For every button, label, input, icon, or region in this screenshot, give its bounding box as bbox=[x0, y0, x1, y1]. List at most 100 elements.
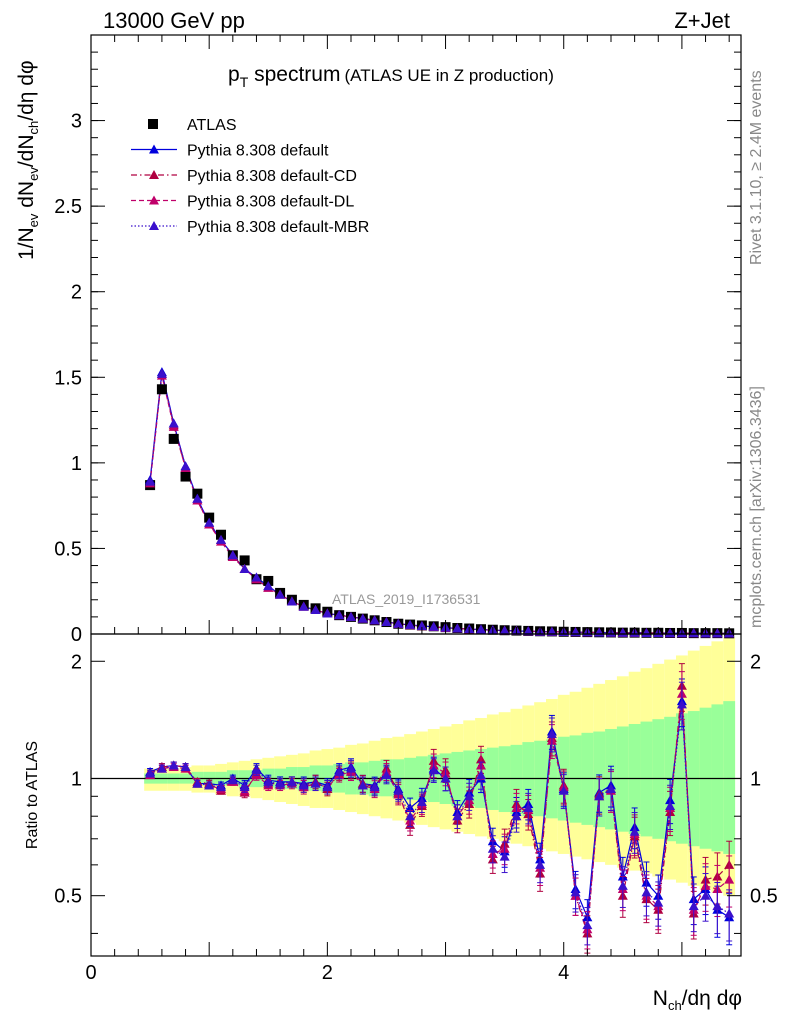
marker-dotted bbox=[641, 627, 652, 637]
marker-dotted bbox=[310, 605, 321, 615]
ratio-marker-dotted bbox=[334, 766, 345, 776]
marker-dotted bbox=[369, 615, 380, 625]
ratio-marker-dotted bbox=[145, 768, 156, 778]
marker-dotted bbox=[168, 418, 179, 428]
y-tick-label: 2 bbox=[71, 282, 82, 304]
marker-dotted bbox=[688, 628, 699, 638]
legend-label: ATLAS bbox=[187, 117, 237, 134]
ratio-marker-dotted bbox=[322, 782, 333, 792]
marker-dotted bbox=[405, 619, 416, 629]
ratio-marker-dotted bbox=[712, 901, 723, 911]
marker-dotted bbox=[180, 461, 191, 471]
header-left: 13000 GeV pp bbox=[103, 8, 245, 33]
axis-ticks bbox=[90, 34, 741, 956]
marker-dotted bbox=[428, 621, 439, 631]
band-inner-bin bbox=[510, 744, 523, 815]
x-tick-label: 4 bbox=[558, 962, 569, 984]
ratio-marker-dotted bbox=[192, 778, 203, 788]
marker-dotted bbox=[227, 550, 238, 560]
ratio-tick-label-left: 2 bbox=[71, 651, 82, 673]
ratio-marker-dotted bbox=[511, 811, 522, 821]
ratio-tick-label-left: 1 bbox=[71, 768, 82, 790]
ratio-marker-dotted bbox=[168, 760, 179, 770]
ratio-marker-dotted bbox=[310, 778, 321, 788]
ratio-marker-dotted bbox=[369, 782, 380, 792]
data-point-atlas bbox=[180, 471, 191, 482]
ratio-marker-dotted bbox=[606, 783, 616, 793]
ratio-marker-dotted bbox=[688, 901, 699, 911]
x-tick-label: 2 bbox=[322, 962, 333, 984]
marker-dotted bbox=[393, 618, 404, 628]
ratio-tick-label-right: 2 bbox=[750, 651, 761, 673]
y-axis-label-ratio: Ratio to ATLAS bbox=[24, 741, 41, 849]
band-inner-bin bbox=[522, 742, 535, 817]
x-tick-label: 0 bbox=[85, 962, 96, 984]
ratio-marker-dashed bbox=[724, 874, 735, 884]
ratio-marker-dotted bbox=[653, 897, 664, 907]
plot-title: pT spectrum (ATLAS UE in Z production) bbox=[228, 63, 554, 90]
ratio-marker-dotted bbox=[724, 908, 735, 918]
legend-label: Pythia 8.308 default-CD bbox=[187, 168, 357, 185]
marker-dotted bbox=[476, 624, 486, 634]
ratio-marker-dotted bbox=[535, 859, 546, 869]
data-point-atlas bbox=[239, 555, 250, 566]
ratio-marker-dotted bbox=[239, 782, 250, 792]
ratio-marker-dotted bbox=[180, 762, 191, 772]
ratio-marker-dotted bbox=[416, 797, 427, 807]
mcplots-label: mcplots.cern.ch [arXiv:1306.3436] bbox=[748, 386, 765, 628]
ratio-marker-dotted bbox=[665, 800, 676, 810]
ratio-marker-dotted bbox=[487, 843, 498, 853]
ratio-marker-dotted bbox=[582, 920, 593, 930]
legend-label: Pythia 8.308 default-MBR bbox=[187, 219, 369, 236]
ratio-marker-dotted bbox=[393, 785, 404, 795]
y-axis-label-main: 1/Nev dNev/dNch/dη dφ bbox=[15, 60, 41, 260]
ratio-marker-dotted bbox=[298, 780, 309, 790]
ratio-marker-dotted bbox=[499, 851, 510, 861]
marker-dotted bbox=[263, 581, 274, 591]
marker-dotted bbox=[239, 563, 250, 573]
marker-dotted bbox=[346, 611, 356, 621]
ratio-frame bbox=[90, 633, 742, 957]
ratio-marker-dotted bbox=[700, 890, 711, 900]
marker-dotted bbox=[275, 589, 286, 599]
ratio-marker-dotted bbox=[275, 778, 286, 788]
data-point-atlas bbox=[204, 512, 215, 523]
data-point-atlas bbox=[168, 433, 179, 444]
legend: ATLAS Pythia 8.308 default Pythia 8.308 de… bbox=[131, 117, 369, 236]
marker-dotted bbox=[216, 534, 226, 544]
marker-dotted bbox=[334, 610, 345, 620]
legend-marker-dashed bbox=[149, 195, 159, 205]
ratio-marker-dotted bbox=[405, 811, 416, 821]
marker-dotted bbox=[712, 628, 723, 638]
ratio-line-dashdot bbox=[149, 685, 730, 934]
ratio-marker-dotted bbox=[440, 773, 451, 783]
band-inner-bin bbox=[616, 726, 629, 832]
header-right: Z+Jet bbox=[674, 8, 730, 33]
legend-marker-dashdot bbox=[149, 170, 159, 179]
ratio-marker-dotted bbox=[204, 780, 215, 790]
ratio-marker-dotted bbox=[156, 763, 167, 773]
ratio-marker-dotted bbox=[676, 699, 687, 709]
ratio-series-markers bbox=[145, 663, 735, 954]
band-inner-bin bbox=[498, 746, 511, 813]
ratio-marker-dotted bbox=[452, 811, 463, 821]
band-inner-bin bbox=[711, 704, 724, 852]
rivet-label: Rivet 3.1.10, ≥ 2.4M events bbox=[748, 70, 765, 265]
marker-dotted bbox=[357, 613, 368, 623]
ratio-marker-dotted bbox=[346, 763, 356, 773]
y-tick-label: 0 bbox=[71, 624, 82, 646]
ratio-marker-dotted bbox=[251, 765, 262, 775]
ratio-uncertainty-bands bbox=[91, 637, 741, 896]
axis-tick-labels: 0 0.5 1 1.5 2 2.5 3 0 2 4 0.5 0.5 1 1 2 2 bbox=[54, 111, 778, 984]
data-point-atlas bbox=[216, 529, 226, 540]
ratio-marker-dotted bbox=[428, 765, 439, 775]
marker-dotted bbox=[286, 596, 297, 606]
marker-dotted bbox=[298, 601, 309, 611]
ratio-marker-dotted bbox=[594, 791, 605, 801]
data-point-atlas bbox=[263, 575, 274, 586]
y-tick-label: 1 bbox=[71, 453, 82, 475]
x-axis-label: Nch/dη dφ bbox=[653, 987, 742, 1013]
legend-label: Pythia 8.308 default bbox=[187, 143, 329, 160]
ratio-marker-dotted bbox=[381, 770, 392, 780]
